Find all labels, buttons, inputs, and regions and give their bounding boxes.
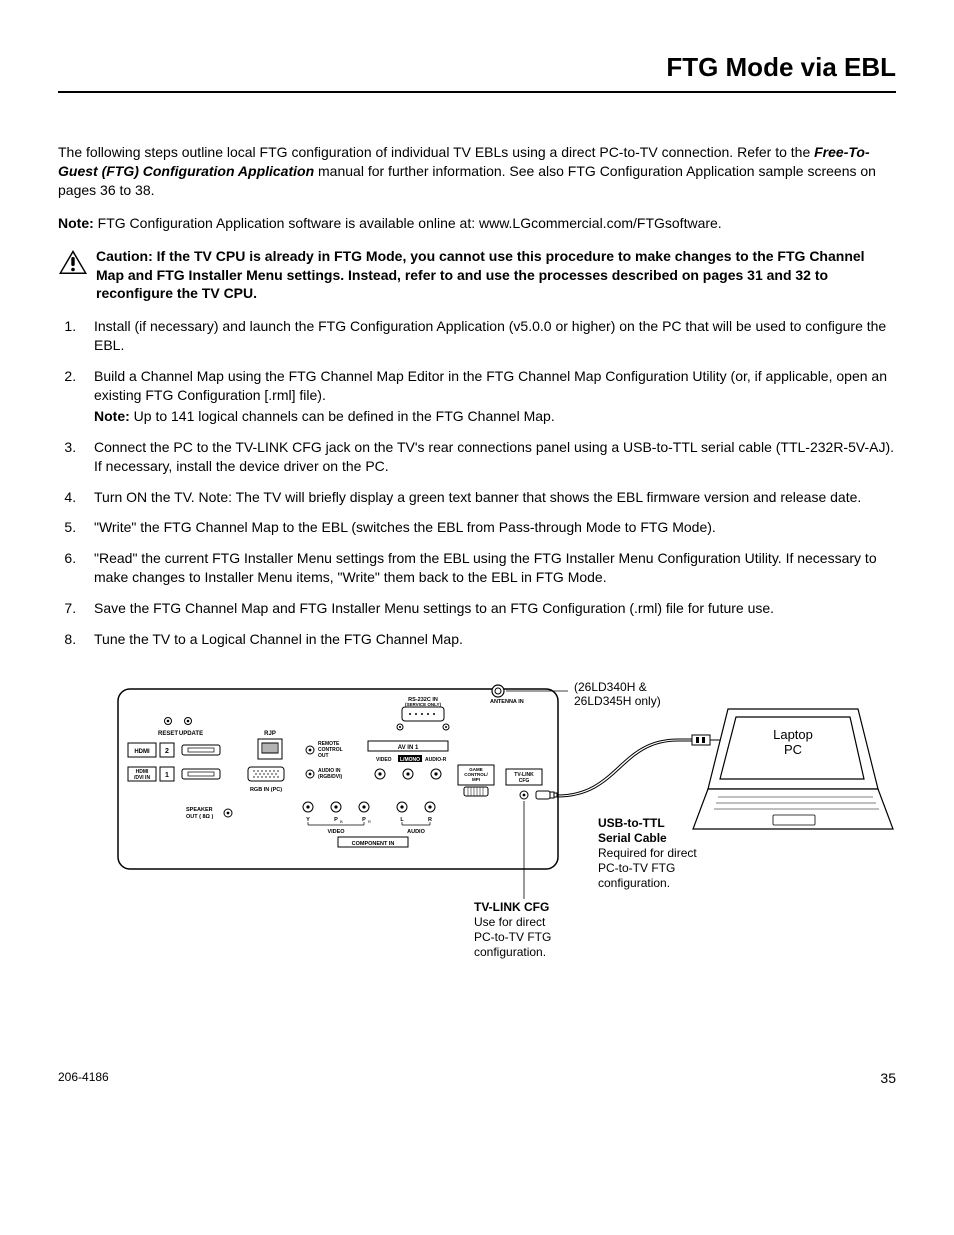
page-title: FTG Mode via EBL bbox=[58, 50, 896, 85]
svg-text:USB-to-TTL: USB-to-TTL bbox=[598, 816, 665, 830]
step-2-note-label: Note: bbox=[94, 408, 130, 424]
svg-text:AV IN 1: AV IN 1 bbox=[398, 745, 419, 751]
intro-paragraph: The following steps outline local FTG co… bbox=[58, 143, 896, 200]
svg-text:(RGB/DVI): (RGB/DVI) bbox=[318, 774, 343, 780]
step-6: "Read" the current FTG Installer Menu se… bbox=[80, 549, 896, 587]
note-text: FTG Configuration Application software i… bbox=[94, 215, 722, 231]
step-1-text: Install (if necessary) and launch the FT… bbox=[94, 318, 886, 353]
svg-text:AUDIO: AUDIO bbox=[407, 829, 425, 835]
step-8-text: Tune the TV to a Logical Channel in the … bbox=[94, 631, 463, 647]
svg-text:P: P bbox=[334, 817, 338, 823]
svg-text:ANTENNA IN: ANTENNA IN bbox=[490, 699, 524, 705]
svg-text:RESET: RESET bbox=[158, 731, 178, 737]
note-label: Note: bbox=[58, 215, 94, 231]
svg-text:1: 1 bbox=[165, 772, 169, 779]
page-footer: 206-4186 35 bbox=[58, 1069, 896, 1088]
svg-text:PC: PC bbox=[784, 742, 802, 757]
step-4: Turn ON the TV. Note: The TV will briefl… bbox=[80, 488, 896, 507]
step-7: Save the FTG Channel Map and FTG Install… bbox=[80, 599, 896, 618]
svg-text:configuration.: configuration. bbox=[598, 876, 670, 890]
svg-text:(SERVICE ONLY): (SERVICE ONLY) bbox=[405, 702, 442, 707]
step-5-text: "Write" the FTG Channel Map to the EBL (… bbox=[94, 519, 716, 535]
connection-diagram: RESET UPDATE RJP HDMI 2 HDMI /DVI IN 1 S… bbox=[58, 679, 896, 1009]
svg-text:26LD345H only): 26LD345H only) bbox=[574, 694, 661, 708]
svg-text:2: 2 bbox=[165, 748, 169, 755]
step-2: Build a Channel Map using the FTG Channe… bbox=[80, 367, 896, 426]
svg-text:(26LD340H &: (26LD340H & bbox=[574, 680, 647, 694]
warning-icon bbox=[58, 247, 96, 280]
step-4-text: Turn ON the TV. Note: The TV will briefl… bbox=[94, 489, 861, 505]
svg-text:/DVI IN: /DVI IN bbox=[134, 775, 151, 781]
step-2-note-text: Up to 141 logical channels can be define… bbox=[130, 408, 555, 424]
svg-text:VIDEO: VIDEO bbox=[376, 757, 392, 763]
step-1: Install (if necessary) and launch the FT… bbox=[80, 317, 896, 355]
step-2-text: Build a Channel Map using the FTG Channe… bbox=[94, 368, 887, 403]
caution-block: Caution: If the TV CPU is already in FTG… bbox=[58, 247, 896, 304]
svg-text:Serial Cable: Serial Cable bbox=[598, 831, 667, 845]
svg-text:PC-to-TV FTG: PC-to-TV FTG bbox=[598, 861, 675, 875]
svg-text:Required for direct: Required for direct bbox=[598, 846, 697, 860]
svg-text:configuration.: configuration. bbox=[474, 945, 546, 959]
note-line: Note: FTG Configuration Application soft… bbox=[58, 214, 896, 233]
svg-text:AUDIO-R: AUDIO-R bbox=[425, 757, 447, 763]
svg-text:L/MONO: L/MONO bbox=[400, 757, 420, 763]
caution-text: Caution: If the TV CPU is already in FTG… bbox=[96, 247, 896, 304]
svg-text:Use for direct: Use for direct bbox=[474, 915, 546, 929]
svg-text:UPDATE: UPDATE bbox=[179, 731, 203, 737]
svg-text:B: B bbox=[340, 819, 343, 824]
title-rule bbox=[58, 91, 896, 93]
svg-text:SPEAKER: SPEAKER bbox=[186, 807, 213, 813]
step-3: Connect the PC to the TV-LINK CFG jack o… bbox=[80, 438, 896, 476]
svg-text:HDMI: HDMI bbox=[134, 749, 150, 755]
svg-text:R: R bbox=[368, 819, 371, 824]
step-5: "Write" the FTG Channel Map to the EBL (… bbox=[80, 518, 896, 537]
step-8: Tune the TV to a Logical Channel in the … bbox=[80, 630, 896, 649]
svg-text:VIDEO: VIDEO bbox=[327, 829, 345, 835]
svg-text:PC-to-TV FTG: PC-to-TV FTG bbox=[474, 930, 551, 944]
doc-number: 206-4186 bbox=[58, 1069, 109, 1088]
steps-list: Install (if necessary) and launch the FT… bbox=[58, 317, 896, 649]
step-7-text: Save the FTG Channel Map and FTG Install… bbox=[94, 600, 774, 616]
svg-text:RGB IN (PC): RGB IN (PC) bbox=[250, 787, 282, 793]
svg-text:RJP: RJP bbox=[264, 731, 276, 737]
intro-text-a: The following steps outline local FTG co… bbox=[58, 144, 814, 160]
svg-text:MPI: MPI bbox=[472, 777, 480, 782]
step-6-text: "Read" the current FTG Installer Menu se… bbox=[94, 550, 877, 585]
svg-text:CFG: CFG bbox=[519, 778, 530, 784]
svg-text:OUT ( 8Ω ): OUT ( 8Ω ) bbox=[186, 814, 213, 820]
svg-text:COMPONENT IN: COMPONENT IN bbox=[352, 841, 395, 847]
page-number: 35 bbox=[880, 1069, 896, 1088]
step-3-text: Connect the PC to the TV-LINK CFG jack o… bbox=[94, 439, 894, 474]
svg-text:OUT: OUT bbox=[318, 753, 329, 759]
svg-text:TV-LINK CFG: TV-LINK CFG bbox=[474, 900, 549, 914]
svg-text:Laptop: Laptop bbox=[773, 727, 813, 742]
